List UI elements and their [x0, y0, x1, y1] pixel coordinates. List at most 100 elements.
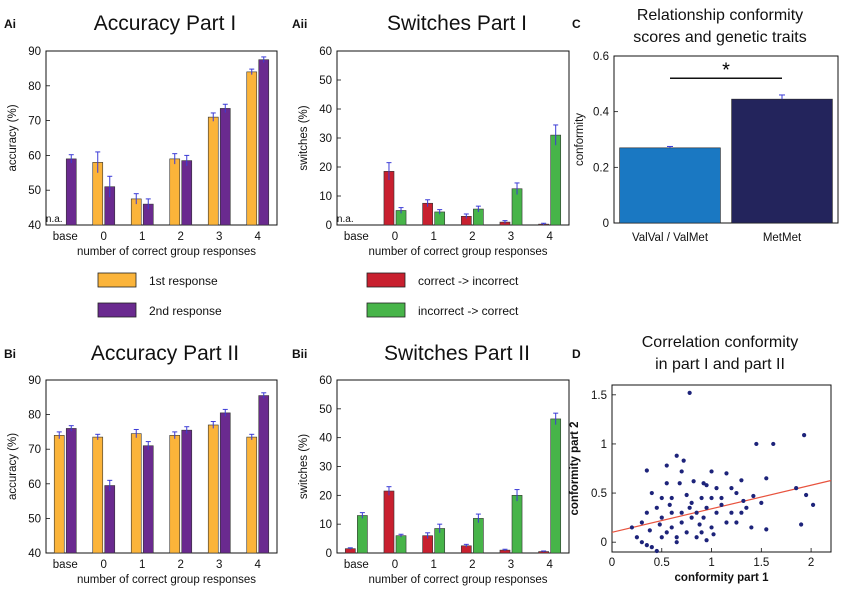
- y-axis-label: accuracy (%): [7, 104, 19, 171]
- x-axis-label: number of correct group responses: [369, 574, 548, 586]
- y-tick-label: 30: [319, 462, 332, 474]
- x-axis-label: conformity part 1: [675, 572, 770, 584]
- y-tick-label: 1: [601, 439, 607, 451]
- y-tick-label: 90: [28, 46, 41, 58]
- panel-accuracy-part1: Ai Accuracy Part I 40 50 60 70 80 90 base 0 1 2 3 4…: [4, 12, 278, 258]
- chart-title: Accuracy Part I: [94, 12, 236, 35]
- scatter-point: [754, 441, 759, 447]
- y-tick-label: 80: [28, 81, 41, 93]
- scatter-point: [709, 469, 714, 474]
- scatter-point: [657, 522, 662, 527]
- panel-switches-part1: Aii Switches Part I 0 10 20 30 40 50 60 base 0 1 2…: [292, 12, 570, 258]
- scatter-point: [667, 502, 672, 507]
- y-tick-label: 60: [28, 150, 41, 162]
- y-tick-label: 40: [28, 220, 41, 232]
- x-tick-label: 1: [430, 231, 436, 243]
- x-tick-label: 3: [508, 231, 514, 243]
- x-axis-label: number of correct group responses: [77, 574, 256, 586]
- scatter-point: [677, 481, 682, 486]
- y-tick-label: 70: [28, 444, 41, 456]
- y-tick-label: 0: [326, 548, 332, 560]
- bar-1st-response: [246, 436, 258, 554]
- scatter-point: [687, 505, 692, 510]
- scatter-point: [704, 483, 709, 488]
- x-tick-label: base: [344, 559, 369, 571]
- legend-swatch-incorrect-correct: [366, 302, 406, 318]
- bar-1st-response: [169, 435, 181, 554]
- bar-2nd-response: [258, 59, 270, 226]
- scatter-point: [699, 530, 704, 535]
- scatter-point: [659, 515, 664, 520]
- scatter-point: [664, 530, 669, 535]
- scatter-point: [659, 535, 664, 540]
- panel-switches-part2: Bii Switches Part II 0 10 20 30 40 50 60 base 0 1…: [292, 342, 570, 586]
- bar-1st-response: [207, 424, 219, 554]
- scatter-point: [704, 538, 709, 543]
- scatter-point: [701, 481, 706, 486]
- scatter-point: [764, 476, 769, 481]
- y-tick-label: 90: [28, 375, 41, 387]
- scatter-point: [669, 510, 674, 515]
- bar-incorrect-correct: [473, 518, 484, 554]
- scatter-point: [694, 535, 699, 540]
- bar-2nd-response: [219, 412, 231, 554]
- scatter-point: [734, 490, 739, 496]
- x-tick-label: ValVal / ValMet: [632, 232, 709, 244]
- y-tick-label: 60: [319, 46, 332, 58]
- scatter-point: [799, 522, 804, 527]
- x-tick-label: MetMet: [763, 232, 802, 244]
- panel-label: Bii: [292, 347, 307, 361]
- scatter-point: [734, 520, 739, 525]
- scatter-point: [681, 458, 686, 463]
- chart-title: Switches Part I: [387, 12, 527, 35]
- scatter-point: [689, 500, 694, 505]
- scatter-point: [724, 471, 729, 476]
- panel-label: Bi: [4, 347, 16, 361]
- bar-2nd-response: [181, 429, 193, 554]
- scatter-point: [634, 535, 639, 540]
- y-tick-label: 40: [319, 104, 332, 116]
- scatter-point: [639, 540, 644, 545]
- scatter-point: [709, 525, 714, 530]
- x-tick-label: base: [53, 559, 78, 571]
- scatter-point: [694, 510, 699, 515]
- scatter-point: [804, 492, 809, 498]
- y-tick-label: 10: [319, 191, 332, 203]
- x-tick-label: 3: [216, 559, 222, 571]
- bar-1st-response: [246, 71, 258, 226]
- y-tick-label: 0: [601, 537, 607, 549]
- x-tick-label: 4: [255, 559, 262, 571]
- legend-label-correct-incorrect: correct -> incorrect: [418, 274, 519, 288]
- panel-label: Ai: [4, 17, 16, 31]
- x-tick-label: 2: [178, 231, 184, 243]
- x-tick-label: 0: [609, 557, 615, 569]
- scatter-point: [749, 525, 754, 530]
- legend-swatch-correct-incorrect: [366, 272, 406, 288]
- plot-frame: [336, 50, 570, 226]
- scatter-point: [684, 492, 689, 498]
- x-tick-label: base: [53, 231, 78, 243]
- y-axis-label: conformity part 2: [569, 422, 581, 516]
- x-tick-label: 4: [255, 231, 262, 243]
- panel-correlation: D Correlation conformity in part I and p…: [569, 334, 832, 584]
- scatter-point: [674, 453, 679, 458]
- scatter-point: [751, 493, 756, 499]
- y-tick-label: 30: [319, 133, 332, 145]
- bar-1st-response: [169, 158, 181, 226]
- scatter-point: [709, 495, 714, 501]
- scatter-point: [771, 441, 776, 447]
- x-tick-label: 4: [546, 231, 553, 243]
- y-tick-label: 0.2: [593, 162, 609, 174]
- x-tick-label: 2: [469, 559, 475, 571]
- y-tick-label: 50: [28, 513, 41, 525]
- scatter-point: [679, 510, 684, 515]
- x-axis-label: number of correct group responses: [369, 246, 548, 258]
- chart-title-line2: scores and genetic traits: [633, 29, 806, 46]
- scatter-point: [629, 525, 635, 530]
- scatter-point: [719, 495, 724, 501]
- scatter-point: [729, 486, 734, 491]
- panel-label: C: [572, 17, 581, 31]
- plot-frame: [613, 55, 839, 224]
- bar-2nd-response: [65, 428, 77, 554]
